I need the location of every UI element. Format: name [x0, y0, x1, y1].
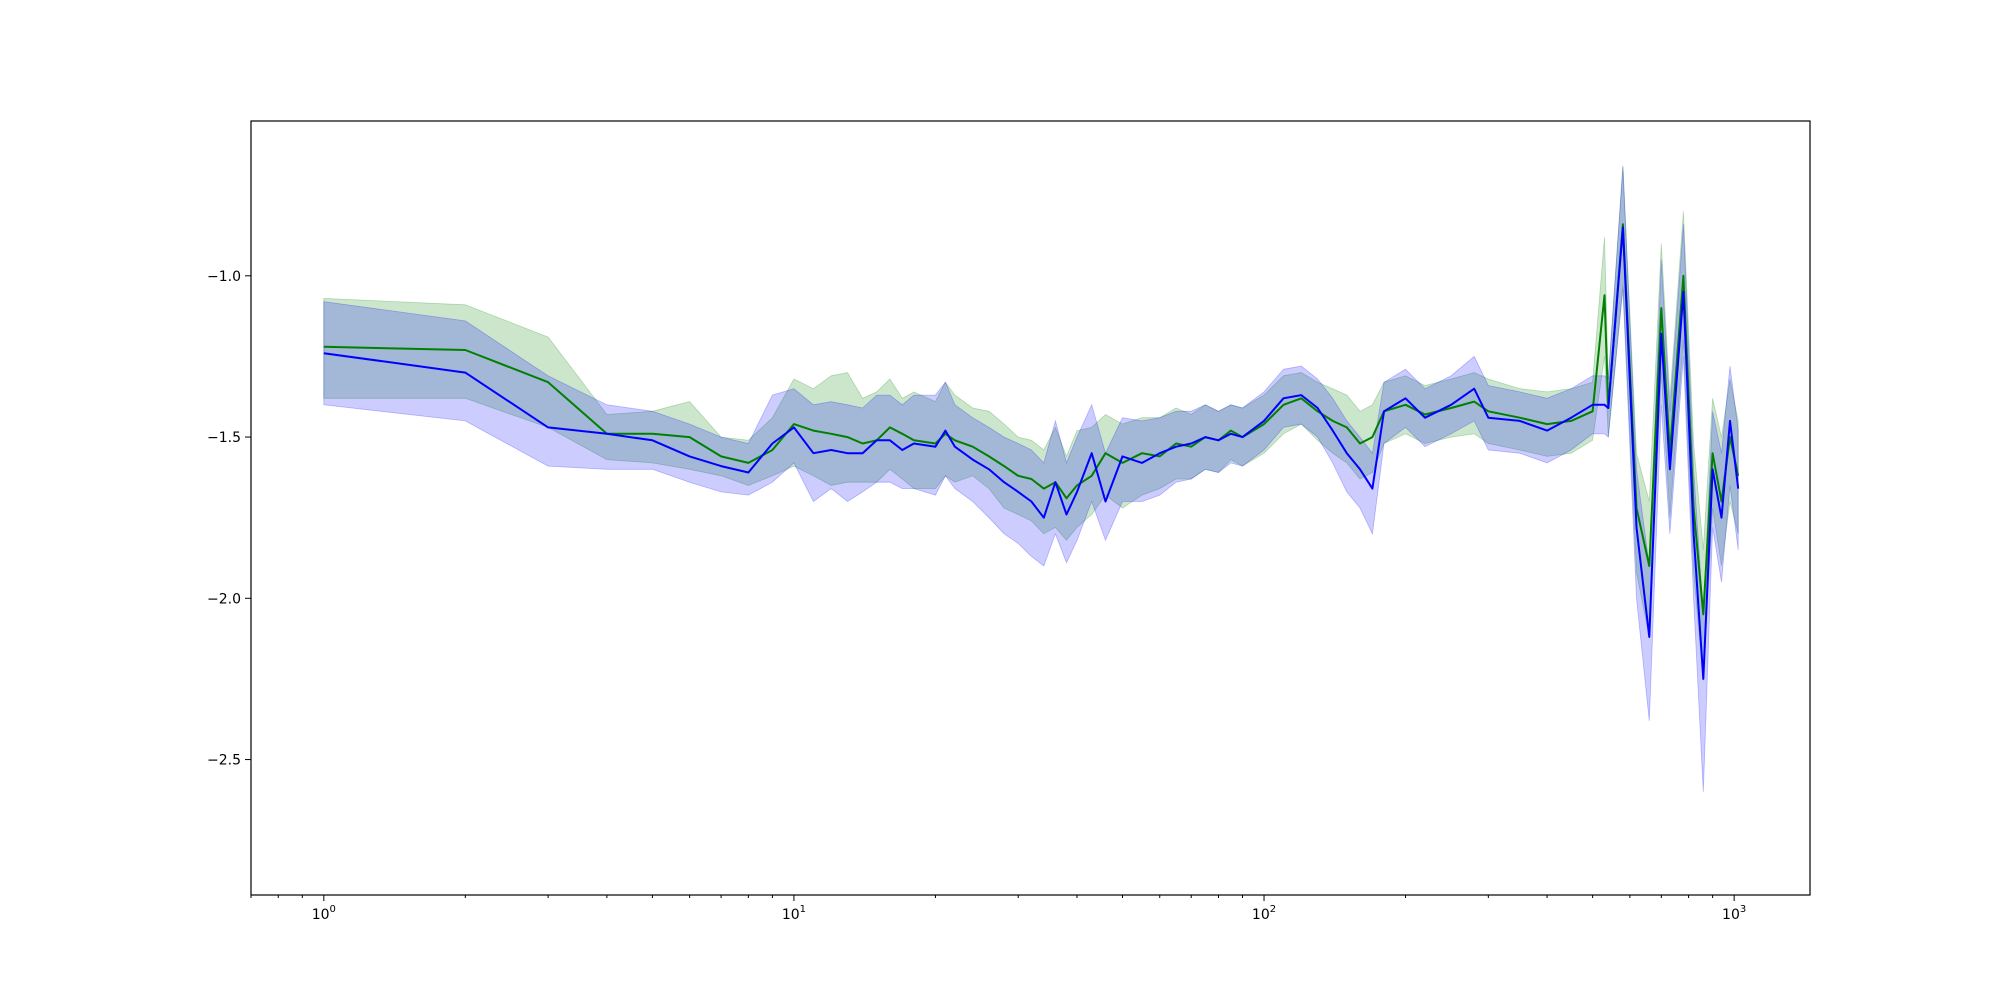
axes-frame — [250, 120, 1811, 896]
series-2-line — [323, 226, 1740, 680]
y-tick-label: −2.0 — [207, 591, 241, 607]
y-tick-label: −2.5 — [207, 753, 241, 769]
series-1-band — [323, 166, 1739, 679]
y-axis: −1.0 −1.5 −2.0 −2.5 — [207, 269, 251, 769]
y-tick-label: −1.5 — [207, 430, 241, 446]
series-lines — [323, 223, 1740, 680]
x-tick-label: 101 — [782, 904, 806, 923]
x-tick-label: 100 — [312, 904, 336, 923]
x-tick-label: 103 — [1722, 904, 1746, 923]
y-tick-label: −1.0 — [207, 269, 241, 285]
x-axis: 100 101 102 103 — [250, 895, 1746, 923]
x-tick-label: 102 — [1252, 904, 1276, 923]
